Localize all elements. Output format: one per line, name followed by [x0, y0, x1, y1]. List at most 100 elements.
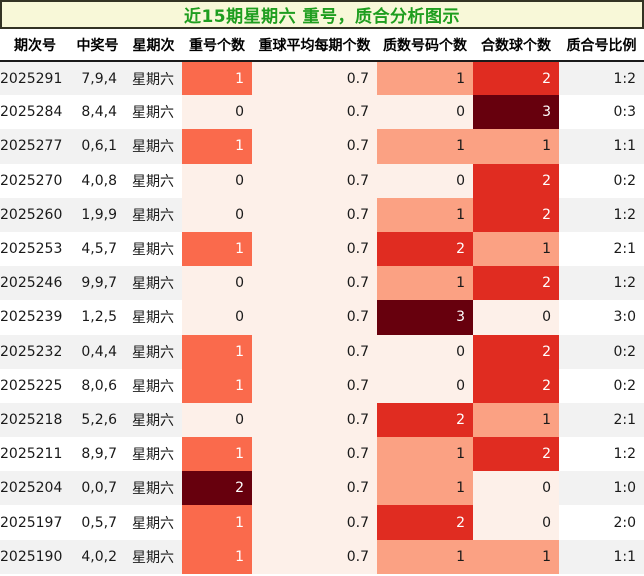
cell-prime-count: 2 [377, 231, 473, 267]
cell-composite-count: 2 [473, 266, 559, 301]
cell-ratio: 2:1 [559, 402, 644, 438]
cell-weekday: 星期六 [125, 300, 182, 335]
table-row: 2025239 1,2,5 星期六 0 0.7 3 0 3:0 [0, 300, 644, 335]
cell-period: 2025197 [0, 505, 70, 540]
cell-composite-count: 0 [473, 505, 559, 540]
cell-weekday: 星期六 [125, 231, 182, 267]
cell-repeat-count: 1 [182, 61, 252, 96]
column-header: 质合号比例 [559, 29, 644, 62]
column-header: 重号个数 [182, 29, 252, 62]
cell-winning-numbers: 5,2,6 [70, 402, 125, 438]
cell-winning-numbers: 4,0,2 [70, 539, 125, 574]
cell-repeat-count: 0 [182, 402, 252, 438]
table-header: 期次号 中奖号 星期次 重号个数 重球平均每期个数 质数号码个数 合数球个数 质合号比例 [0, 29, 644, 62]
page-title: 近15期星期六 重号，质合分析图示 [183, 7, 461, 27]
table-row: 2025270 4,0,8 星期六 0 0.7 0 2 0:2 [0, 163, 644, 198]
cell-weekday: 星期六 [125, 163, 182, 198]
cell-period: 2025291 [0, 61, 70, 96]
cell-ratio: 3:0 [559, 300, 644, 335]
cell-avg-per-period: 0.7 [252, 471, 377, 506]
table-row: 2025211 8,9,7 星期六 1 0.7 1 2 1:2 [0, 437, 644, 472]
cell-prime-count: 1 [377, 437, 473, 472]
cell-composite-count: 1 [473, 231, 559, 267]
table-row: 2025218 5,2,6 星期六 0 0.7 2 1 2:1 [0, 402, 644, 438]
cell-ratio: 0:2 [559, 334, 644, 369]
cell-composite-count: 1 [473, 129, 559, 164]
cell-winning-numbers: 0,6,1 [70, 129, 125, 164]
cell-composite-count: 1 [473, 402, 559, 438]
table-row: 2025253 4,5,7 星期六 1 0.7 2 1 2:1 [0, 231, 644, 267]
cell-winning-numbers: 7,9,4 [70, 61, 125, 96]
cell-weekday: 星期六 [125, 505, 182, 540]
cell-ratio: 0:3 [559, 95, 644, 130]
cell-weekday: 星期六 [125, 197, 182, 232]
cell-period: 2025232 [0, 334, 70, 369]
cell-repeat-count: 2 [182, 471, 252, 506]
cell-ratio: 1:1 [559, 129, 644, 164]
cell-avg-per-period: 0.7 [252, 61, 377, 96]
cell-avg-per-period: 0.7 [252, 402, 377, 438]
cell-period: 2025190 [0, 539, 70, 574]
cell-avg-per-period: 0.7 [252, 437, 377, 472]
cell-avg-per-period: 0.7 [252, 368, 377, 403]
cell-repeat-count: 0 [182, 266, 252, 301]
cell-repeat-count: 0 [182, 197, 252, 232]
cell-weekday: 星期六 [125, 95, 182, 130]
cell-composite-count: 0 [473, 300, 559, 335]
cell-repeat-count: 1 [182, 368, 252, 403]
cell-winning-numbers: 8,9,7 [70, 437, 125, 472]
cell-period: 2025277 [0, 129, 70, 164]
cell-period: 2025204 [0, 471, 70, 506]
cell-winning-numbers: 1,9,9 [70, 197, 125, 232]
table-row: 2025291 7,9,4 星期六 1 0.7 1 2 1:2 [0, 61, 644, 96]
table-row: 2025277 0,6,1 星期六 1 0.7 1 1 1:1 [0, 129, 644, 164]
cell-repeat-count: 1 [182, 129, 252, 164]
cell-repeat-count: 1 [182, 437, 252, 472]
cell-period: 2025253 [0, 231, 70, 267]
cell-weekday: 星期六 [125, 539, 182, 574]
cell-composite-count: 2 [473, 368, 559, 403]
cell-avg-per-period: 0.7 [252, 539, 377, 574]
table-row: 2025204 0,0,7 星期六 2 0.7 1 0 1:0 [0, 471, 644, 506]
cell-winning-numbers: 0,5,7 [70, 505, 125, 540]
table-row: 2025232 0,4,4 星期六 1 0.7 0 2 0:2 [0, 334, 644, 369]
cell-ratio: 1:1 [559, 539, 644, 574]
cell-winning-numbers: 8,4,4 [70, 95, 125, 130]
cell-composite-count: 0 [473, 471, 559, 506]
cell-prime-count: 1 [377, 61, 473, 96]
table-row: 2025246 9,9,7 星期六 0 0.7 1 2 1:2 [0, 266, 644, 301]
cell-repeat-count: 0 [182, 163, 252, 198]
column-header: 合数球个数 [473, 29, 559, 62]
cell-weekday: 星期六 [125, 334, 182, 369]
cell-prime-count: 1 [377, 471, 473, 506]
cell-winning-numbers: 8,0,6 [70, 368, 125, 403]
cell-repeat-count: 1 [182, 505, 252, 540]
table-row: 2025284 8,4,4 星期六 0 0.7 0 3 0:3 [0, 95, 644, 130]
table-row: 2025260 1,9,9 星期六 0 0.7 1 2 1:2 [0, 197, 644, 232]
cell-weekday: 星期六 [125, 368, 182, 403]
column-header: 星期次 [125, 29, 182, 62]
cell-ratio: 1:2 [559, 61, 644, 96]
column-header: 中奖号 [70, 29, 125, 62]
cell-repeat-count: 0 [182, 300, 252, 335]
cell-ratio: 1:0 [559, 471, 644, 506]
cell-period: 2025260 [0, 197, 70, 232]
cell-weekday: 星期六 [125, 437, 182, 472]
cell-period: 2025211 [0, 437, 70, 472]
cell-repeat-count: 1 [182, 539, 252, 574]
cell-weekday: 星期六 [125, 402, 182, 438]
cell-period: 2025270 [0, 163, 70, 198]
cell-composite-count: 3 [473, 95, 559, 130]
cell-winning-numbers: 0,4,4 [70, 334, 125, 369]
cell-weekday: 星期六 [125, 471, 182, 506]
cell-weekday: 星期六 [125, 61, 182, 96]
table-row: 2025197 0,5,7 星期六 1 0.7 2 0 2:0 [0, 505, 644, 540]
header-row: 期次号 中奖号 星期次 重号个数 重球平均每期个数 质数号码个数 合数球个数 质合号比例 [0, 29, 644, 62]
cell-composite-count: 2 [473, 61, 559, 96]
cell-composite-count: 2 [473, 197, 559, 232]
cell-ratio: 1:2 [559, 437, 644, 472]
cell-avg-per-period: 0.7 [252, 266, 377, 301]
cell-repeat-count: 1 [182, 334, 252, 369]
cell-winning-numbers: 0,0,7 [70, 471, 125, 506]
cell-ratio: 1:2 [559, 266, 644, 301]
